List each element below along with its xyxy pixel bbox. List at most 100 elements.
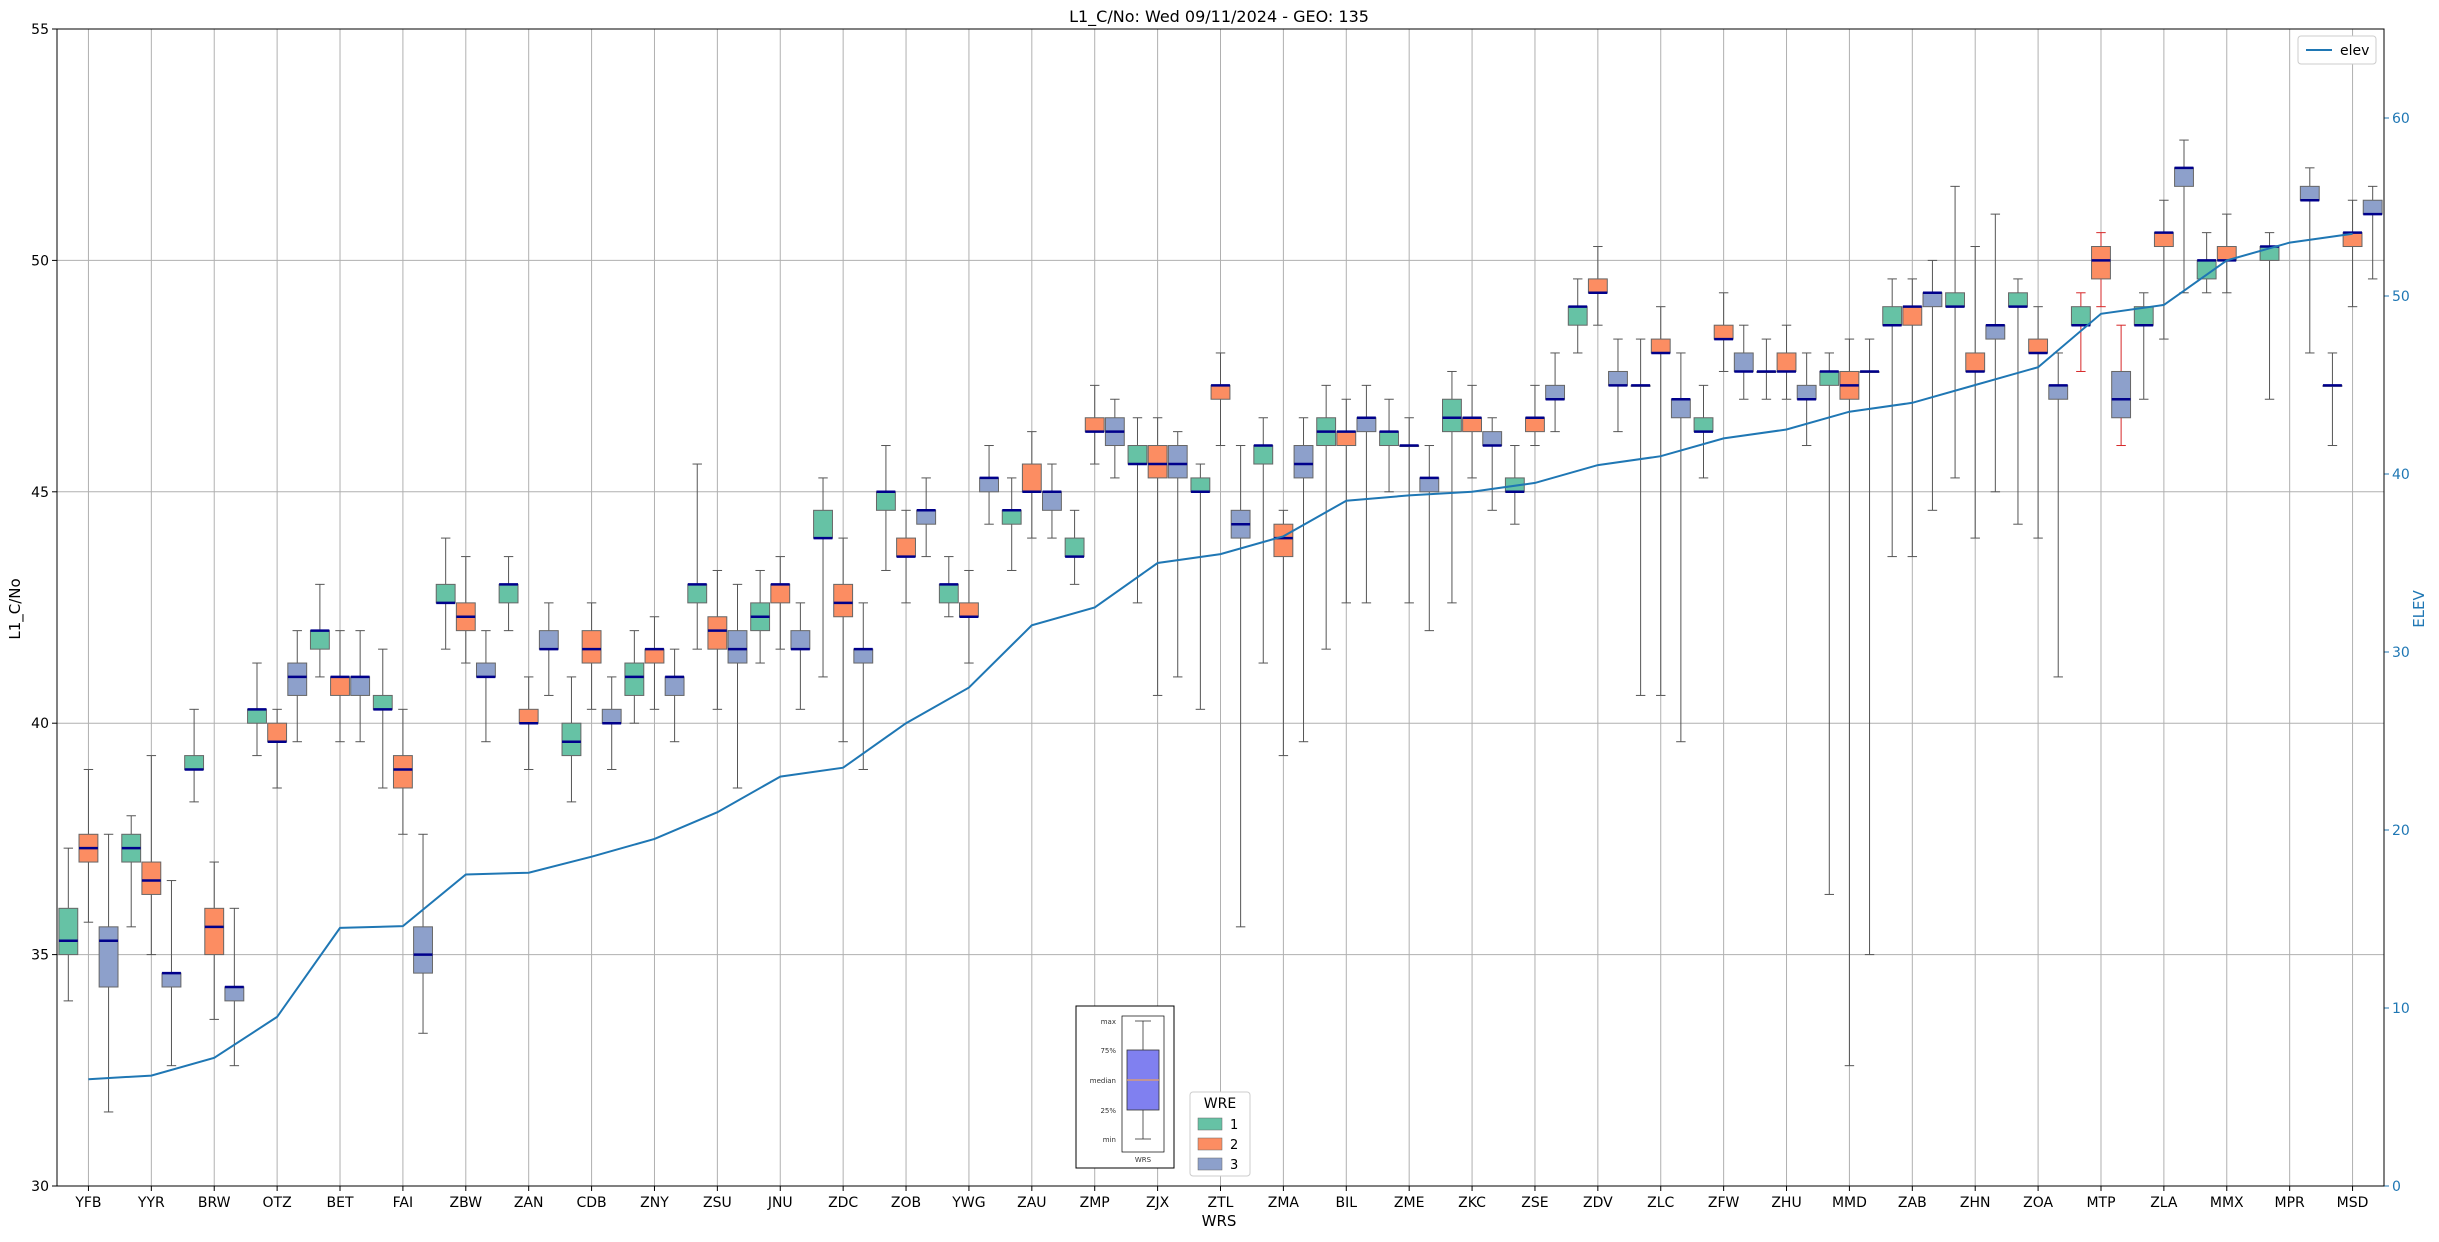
box-ywg-3 [979, 445, 999, 525]
box-iqr [979, 477, 999, 493]
box-zab-2 [1902, 278, 1923, 558]
box-jnu-2 [770, 556, 791, 650]
box-mmx-2 [2216, 213, 2237, 294]
box-yyr-1 [121, 815, 142, 928]
box-zjx-1 [1127, 417, 1148, 604]
box-iqr [2362, 199, 2383, 215]
box-iqr [2048, 384, 2069, 400]
x-tick-label: ZKC [1458, 1195, 1486, 1211]
y2-axis-label: ELEV [2410, 589, 2428, 627]
box-zme-1 [1379, 398, 1399, 493]
box-iqr [833, 583, 854, 618]
box-zlc-1 [1630, 338, 1651, 696]
box-zau-3 [1042, 463, 1062, 539]
box-ztl-2 [1210, 352, 1231, 447]
box-zmp-1 [1064, 509, 1085, 585]
box-iqr [707, 616, 728, 650]
x-tick-label: ZSU [703, 1195, 732, 1211]
inset-label: median [1090, 1077, 1116, 1085]
elev-line [88, 232, 2353, 1081]
box-zab-1 [1882, 278, 1903, 558]
box-iqr [267, 722, 288, 743]
box-iqr [1127, 445, 1148, 465]
x-tick-label: ZJX [1146, 1195, 1170, 1211]
inset-label: max [1101, 1018, 1116, 1026]
box-iqr [853, 648, 874, 664]
box-iqr [1693, 417, 1714, 433]
box-zau-2 [1021, 431, 1042, 539]
box-zoa-3 [2048, 352, 2069, 678]
box-iqr [1356, 417, 1377, 433]
box-iqr [1336, 431, 1357, 447]
box-iqr [581, 630, 602, 664]
x-tick-label: ZLA [2150, 1195, 2178, 1211]
box-mmd-1 [1819, 352, 1840, 895]
y2-tick-label: 60 [2392, 111, 2410, 127]
x-tick-label: ZDC [828, 1195, 858, 1211]
box-jnu-3 [790, 602, 811, 710]
box-iqr [958, 602, 979, 618]
box-zla-2 [2153, 199, 2174, 340]
box-iqr [916, 509, 937, 525]
box-zan-2 [518, 676, 539, 770]
box-ywg-2 [958, 569, 979, 664]
plot-frame [56, 28, 2385, 1187]
box-zmp-3 [1104, 398, 1125, 479]
box-cdb-1 [561, 676, 582, 803]
box-iqr [1419, 477, 1440, 493]
box-brw-3 [224, 907, 245, 1067]
x-tick-label: ZOB [891, 1195, 921, 1211]
box-zau-1 [1001, 477, 1022, 571]
chart-title: L1_C/No: Wed 09/11/2024 - GEO: 135 [1069, 7, 1369, 27]
x-tick-label: BRW [198, 1195, 231, 1211]
x-tick-label: ZDV [1583, 1195, 1613, 1211]
box-iqr [664, 676, 685, 696]
box-iqr [1210, 384, 1231, 400]
box-zdv-1 [1567, 278, 1588, 354]
box-zhu-1 [1756, 338, 1777, 400]
box-zny-2 [644, 616, 665, 710]
box-zlc-2 [1650, 306, 1671, 696]
box-zkc-3 [1482, 417, 1503, 511]
box-zhu-2 [1776, 324, 1797, 400]
box-iqr [1525, 417, 1545, 433]
legend-wre-label: 3 [1230, 1158, 1238, 1173]
x-tick-label: CDB [576, 1195, 606, 1211]
box-zan-3 [538, 602, 559, 696]
box-yfb-2 [78, 768, 99, 923]
y-tick-label: 30 [31, 1179, 49, 1195]
box-iqr [309, 630, 330, 650]
box-iqr [1545, 384, 1566, 400]
y2-tick-label: 20 [2392, 823, 2410, 839]
x-tick-label: ZME [1394, 1195, 1425, 1211]
box-iqr [2028, 338, 2049, 354]
box-fai-2 [392, 708, 413, 835]
box-iqr [2070, 306, 2091, 326]
box-iqr [372, 694, 393, 710]
legend-elev-label: elev [2340, 43, 2369, 59]
box-zny-3 [664, 648, 685, 743]
box-zoa-2 [2028, 306, 2049, 539]
box-iqr [98, 926, 119, 988]
box-zfw-3 [1733, 324, 1754, 400]
box-iqr [601, 708, 622, 724]
box-bet-3 [350, 630, 371, 743]
box-iqr [204, 907, 225, 956]
box-iqr [435, 583, 456, 604]
x-tick-label: MPR [2275, 1195, 2306, 1211]
box-iqr [1147, 445, 1168, 479]
box-zla-3 [2174, 139, 2194, 294]
box-zoa-1 [2008, 278, 2028, 525]
box-bil-1 [1316, 384, 1337, 650]
box-yfb-3 [98, 833, 119, 1113]
box-ztl-3 [1230, 445, 1251, 928]
box-zob-2 [896, 509, 916, 604]
box-iqr [1819, 370, 1840, 386]
x-tick-label: JNU [767, 1195, 793, 1211]
box-msd-1 [2322, 352, 2343, 447]
box-iqr [1462, 417, 1483, 433]
box-iqr [58, 907, 79, 956]
box-otz-3 [287, 630, 308, 743]
y2-tick-label: 10 [2392, 1001, 2410, 1017]
box-iqr [2091, 246, 2111, 280]
